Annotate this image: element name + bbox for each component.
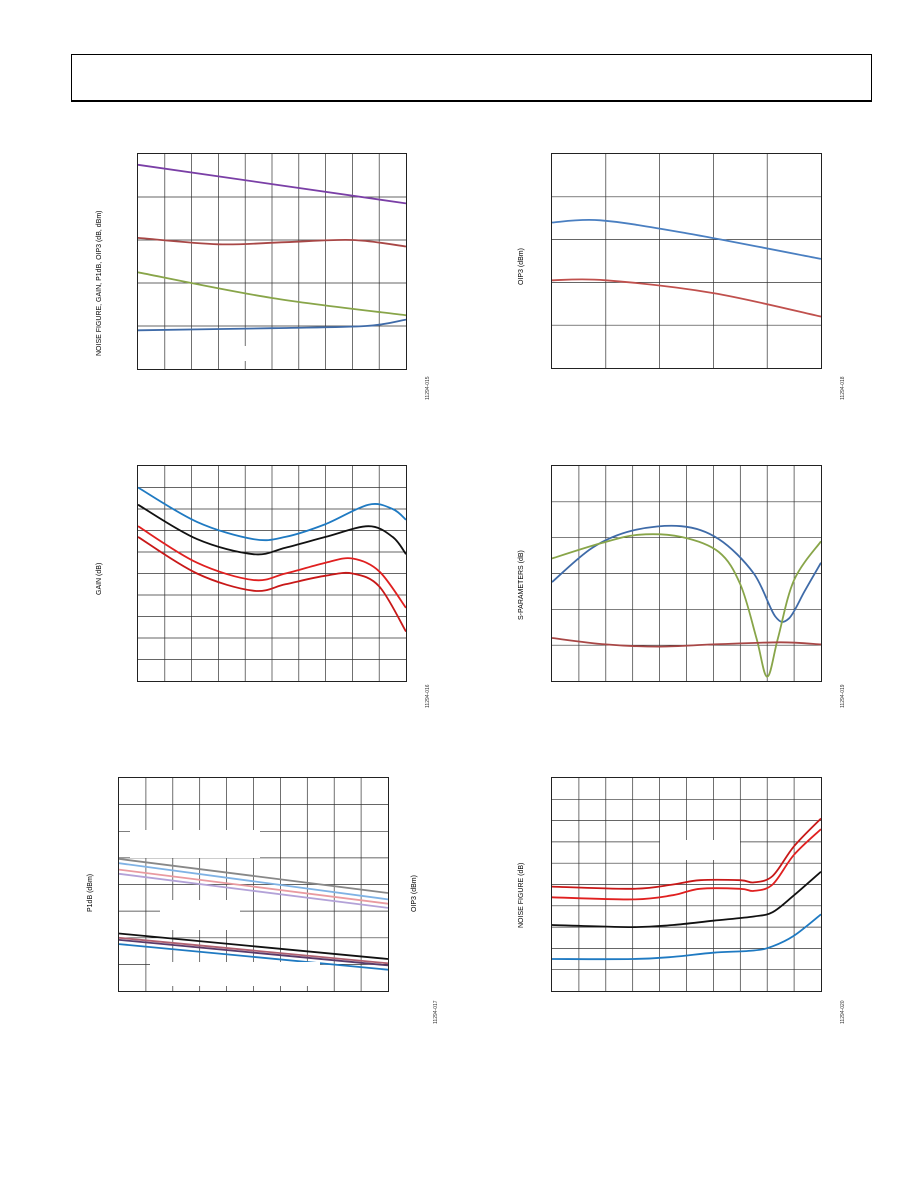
chart-fig19-figure-id: 11294-019: [840, 684, 846, 708]
fig17-series-1-line: [119, 862, 388, 901]
fig20-series-1-line: [552, 828, 821, 901]
fig17-series-7-line: [119, 943, 388, 971]
fig17-series-2-line: [119, 868, 388, 905]
chart-fig15: [137, 153, 407, 370]
fig16-svg: [138, 466, 406, 681]
chart-fig17-ylabel-right: OIP3 (dBm): [411, 875, 418, 912]
fig20-series-2-line: [552, 871, 821, 929]
chart-fig19: [551, 465, 822, 682]
fig19-series-1-line: [552, 533, 821, 678]
fig15-series-0-line: [138, 163, 406, 205]
fig16-series-3-line: [138, 536, 406, 633]
chart-fig18-ylabel: OIP3 (dBm): [518, 248, 525, 285]
chart-fig20-figure-id: 11294-020: [840, 1000, 846, 1024]
fig15-svg: [138, 154, 406, 369]
fig18-svg: [552, 154, 821, 368]
page-header-box: [71, 54, 872, 102]
fig19-series-0-line: [552, 524, 821, 623]
fig17-series-3-line: [119, 872, 388, 909]
fig19-svg: [552, 466, 821, 681]
chart-fig16-ylabel: GAIN (dB): [96, 562, 103, 595]
chart-fig20: [551, 777, 822, 992]
fig20-svg: [552, 778, 821, 991]
chart-fig17-label-gap-c: [150, 962, 320, 986]
fig17-series-5-line: [119, 936, 388, 965]
fig15-series-1-line: [138, 237, 406, 248]
fig16-series-0-line: [138, 486, 406, 542]
fig15-series-2-line: [138, 271, 406, 317]
fig20-series-3-line: [552, 913, 821, 961]
fig17-series-0-line: [119, 858, 388, 894]
chart-fig17-label-gap-b: [160, 900, 240, 930]
chart-fig18: [551, 153, 822, 369]
chart-fig15-figure-id: 11294-015: [425, 376, 431, 400]
chart-fig17-label-gap-a: [130, 830, 260, 858]
chart-fig20-label-gap: [660, 840, 740, 860]
fig17-series-4-line: [119, 932, 388, 960]
chart-fig19-ylabel: S-PARAMETERS (dB): [518, 550, 525, 620]
fig20-series-0-line: [552, 817, 821, 890]
chart-fig15-label-gap: [240, 346, 270, 361]
chart-fig18-figure-id: 11294-018: [840, 376, 846, 400]
fig16-series-2-line: [138, 525, 406, 609]
fig17-svg: [119, 778, 388, 991]
chart-fig17: [118, 777, 389, 992]
chart-fig16-figure-id: 11294-016: [425, 684, 431, 708]
fig15-series-3-line: [138, 318, 406, 332]
chart-fig17-figure-id: 11294-017: [433, 1000, 439, 1024]
fig16-series-1-line: [138, 503, 406, 556]
fig18-series-0-line: [552, 218, 821, 260]
chart-fig20-ylabel: NOISE FIGURE (dB): [518, 862, 525, 928]
chart-fig17-ylabel: P1dB (dBm): [87, 873, 94, 912]
chart-fig16: [137, 465, 407, 682]
fig19-series-2-line: [552, 637, 821, 648]
fig18-series-1-line: [552, 278, 821, 318]
chart-fig15-ylabel: NOISE FIGURE, GAIN, P1dB, OIP3 (dB, dBm): [96, 210, 103, 356]
fig17-series-6-line: [119, 939, 388, 967]
